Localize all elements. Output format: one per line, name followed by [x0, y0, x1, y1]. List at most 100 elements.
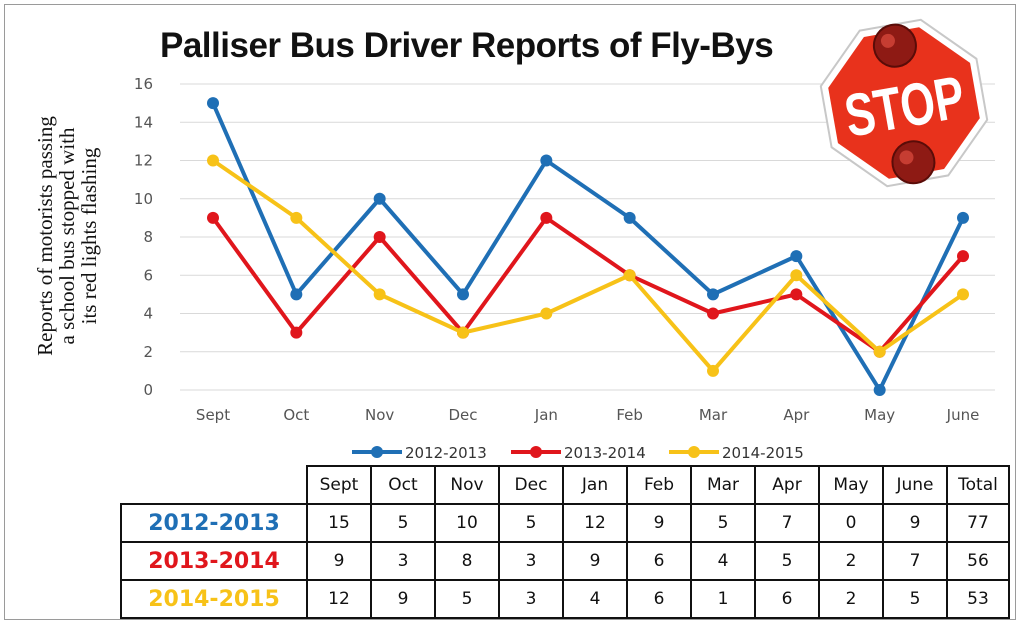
table-cell: 6 — [626, 541, 692, 581]
data-point — [207, 97, 219, 110]
table-cell: 3 — [498, 579, 564, 619]
table-cell: 77 — [946, 503, 1010, 543]
table-cell: 9 — [562, 541, 628, 581]
data-point — [790, 288, 803, 301]
table-column-header: Total — [946, 465, 1010, 505]
y-tick-label: 12 — [134, 152, 153, 170]
y-tick-label: 6 — [143, 266, 153, 284]
table-cell: 9 — [370, 579, 436, 619]
table-cell: 5 — [754, 541, 820, 581]
table-header-row: Sept Oct Nov Dec Jan Feb Mar Apr May June Total — [121, 465, 1010, 505]
x-tick-label: Nov — [365, 406, 394, 424]
x-tick-label: May — [864, 406, 895, 424]
table-cell: 12 — [306, 579, 372, 619]
x-tick-label: Apr — [783, 406, 810, 424]
table-cell: 5 — [690, 503, 756, 543]
table-column-header: Nov — [434, 465, 500, 505]
legend-marker — [371, 446, 383, 458]
table-cell: 5 — [498, 503, 564, 543]
data-point — [290, 211, 303, 224]
table-cell: 3 — [498, 541, 564, 581]
data-point — [540, 154, 553, 167]
series-line-2013-2014 — [211, 215, 965, 354]
data-point — [707, 288, 719, 301]
data-point — [957, 288, 969, 301]
table-cell: 6 — [754, 579, 820, 619]
data-point — [790, 250, 803, 263]
table-column-header: Jan — [562, 465, 628, 505]
data-point — [290, 288, 303, 301]
table-cell: 12 — [562, 503, 628, 543]
series-line-2014-2015 — [211, 158, 965, 373]
data-point — [707, 307, 719, 320]
data-point — [540, 211, 553, 224]
table-row-header: 2012-2013 — [120, 503, 308, 543]
legend-label: 2014-2015 — [722, 444, 804, 462]
table-cell: 4 — [562, 579, 628, 619]
data-point — [623, 211, 636, 224]
data-point — [373, 192, 386, 205]
table-cell: 56 — [946, 541, 1010, 581]
table-cell: 9 — [306, 541, 372, 581]
data-point — [540, 307, 553, 320]
x-tick-label: Oct — [283, 406, 309, 424]
table-row: 2013-2014 9 3 8 3 9 6 4 5 2 7 56 — [120, 541, 1010, 581]
data-point — [373, 288, 386, 301]
table-cell: 53 — [946, 579, 1010, 619]
data-point — [957, 211, 969, 224]
y-tick-label: 2 — [143, 343, 153, 361]
y-tick-label: 8 — [143, 228, 153, 246]
table-column-header: Sept — [306, 465, 372, 505]
table-row-header: 2013-2014 — [120, 541, 308, 581]
legend-label: 2013-2014 — [564, 444, 646, 462]
table-row: 2014-2015 12 9 5 3 4 6 1 6 2 5 53 — [120, 579, 1010, 619]
x-tick-label: June — [946, 406, 980, 424]
data-table: Sept Oct Nov Dec Jan Feb Mar Apr May June Total 201… — [120, 465, 1010, 619]
table-cell: 8 — [434, 541, 500, 581]
table-cell: 15 — [306, 503, 372, 543]
table-column-header: Mar — [690, 465, 756, 505]
table-cell: 0 — [818, 503, 884, 543]
data-point — [707, 364, 719, 377]
table-column-header: Dec — [498, 465, 564, 505]
stop-sign: STOP — [819, 18, 989, 188]
table-column-header: June — [882, 465, 948, 505]
table-cell: 9 — [626, 503, 692, 543]
table-cell: 2 — [818, 541, 884, 581]
table-cell: 5 — [370, 503, 436, 543]
data-point — [290, 326, 303, 339]
data-point — [207, 154, 219, 167]
data-point — [873, 384, 886, 396]
table-cell: 10 — [434, 503, 500, 543]
legend-marker — [688, 446, 700, 458]
table-cell: 3 — [370, 541, 436, 581]
legend-label: 2012-2013 — [405, 444, 487, 462]
x-tick-label: Mar — [699, 406, 728, 424]
table-cell: 1 — [690, 579, 756, 619]
data-point — [623, 269, 636, 282]
data-point — [790, 269, 803, 282]
data-point — [373, 231, 386, 243]
table-cell: 9 — [882, 503, 948, 543]
legend-marker — [530, 446, 542, 458]
table-cell: 7 — [754, 503, 820, 543]
table-cell: 5 — [882, 579, 948, 619]
stop-sign-octagon — [828, 27, 980, 179]
x-tick-label: Feb — [616, 406, 643, 424]
table-row-header: 2014-2015 — [120, 579, 308, 619]
table-cell: 7 — [882, 541, 948, 581]
table-column-header: Oct — [370, 465, 436, 505]
data-point — [207, 211, 219, 224]
table-corner — [121, 466, 308, 505]
table-column-header: Feb — [626, 465, 692, 505]
data-point — [457, 326, 469, 339]
x-tick-label: Jan — [534, 406, 558, 424]
table-cell: 6 — [626, 579, 692, 619]
stop-sign-image: STOP — [819, 18, 989, 188]
chart-title: Palliser Bus Driver Reports of Fly-Bys — [160, 26, 774, 65]
table-row: 2012-2013 15 5 10 5 12 9 5 7 0 9 77 — [120, 503, 1010, 543]
table-cell: 2 — [818, 579, 884, 619]
y-tick-label: 14 — [134, 113, 153, 131]
x-tick-label: Dec — [448, 406, 477, 424]
x-tick-label: Sept — [196, 406, 230, 424]
